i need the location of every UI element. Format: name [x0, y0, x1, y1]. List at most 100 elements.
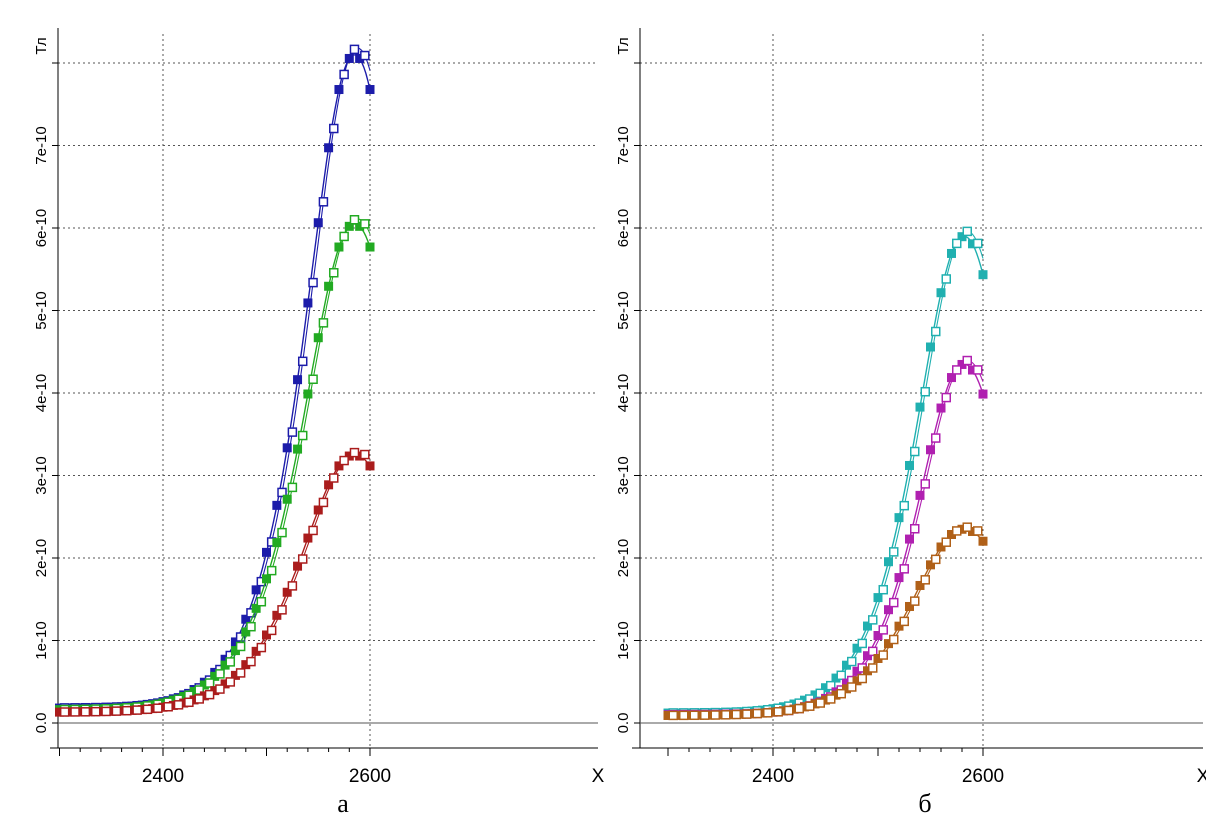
series-line	[668, 235, 984, 714]
data-point-hollow	[349, 215, 360, 225]
y-tick-label: 5e-10	[615, 291, 632, 329]
data-point-hollow	[266, 625, 277, 636]
y-tick-label: 6e-10	[33, 209, 50, 247]
data-point	[936, 542, 946, 552]
data-point-hollow	[784, 705, 794, 716]
data-point-hollow	[836, 670, 846, 681]
data-point	[926, 560, 935, 570]
y-tick-label: 6e-10	[615, 209, 632, 247]
data-point-hollow	[952, 365, 962, 375]
series	[663, 226, 988, 718]
data-point-hollow	[941, 392, 951, 403]
data-point-hollow	[297, 430, 308, 441]
data-point	[303, 389, 313, 399]
data-point	[313, 333, 323, 343]
series	[55, 447, 375, 717]
data-point	[905, 601, 914, 611]
data-point-hollow	[277, 487, 287, 498]
data-point-hollow	[122, 705, 132, 716]
data-point-hollow	[111, 706, 122, 716]
data-point-hollow	[931, 326, 941, 337]
data-point	[313, 218, 323, 228]
data-point-hollow	[215, 684, 225, 694]
data-point-hollow	[132, 705, 142, 715]
data-point	[365, 85, 375, 95]
x-tick-label: 2600	[349, 766, 391, 787]
data-point	[915, 580, 925, 590]
data-point-hollow	[920, 479, 930, 489]
data-point-hollow	[668, 710, 678, 721]
data-point	[262, 547, 271, 557]
data-point-hollow	[847, 682, 857, 692]
data-point	[272, 610, 282, 620]
data-point-hollow	[910, 596, 920, 606]
data-point-hollow	[952, 238, 962, 249]
series-line	[668, 363, 984, 716]
data-point-hollow	[59, 707, 70, 717]
data-point-hollow	[360, 219, 370, 229]
data-point-hollow	[225, 657, 236, 667]
y-axis-label: Тл	[33, 37, 50, 54]
series	[55, 215, 375, 715]
data-point-hollow	[826, 680, 836, 691]
data-point-hollow	[742, 709, 752, 719]
y-tick-label: 2e-10	[615, 539, 632, 577]
data-point-hollow	[70, 707, 80, 717]
data-point-hollow	[878, 625, 888, 635]
data-point	[894, 513, 904, 523]
data-point-hollow	[868, 663, 878, 673]
panel-caption: б	[918, 789, 931, 818]
data-point	[947, 248, 956, 258]
data-point-hollow	[899, 616, 909, 627]
x-tick-label: 2400	[142, 766, 184, 787]
data-point	[344, 53, 354, 63]
data-point-hollow	[287, 427, 298, 437]
data-point-hollow	[215, 669, 225, 679]
data-point-hollow	[794, 703, 804, 714]
panel-caption: а	[337, 789, 349, 818]
data-point	[293, 375, 303, 385]
y-tick-label: 0.0	[33, 713, 50, 734]
data-point	[905, 534, 914, 544]
data-point-hollow	[931, 433, 941, 443]
data-point	[852, 643, 862, 653]
x-tick-label: 2400	[752, 766, 794, 787]
data-point-hollow	[899, 500, 909, 511]
data-point-hollow	[235, 641, 246, 652]
data-point	[241, 627, 251, 637]
data-point-hollow	[256, 642, 267, 653]
data-point	[936, 288, 946, 298]
data-point-hollow	[731, 709, 741, 720]
data-point-hollow	[962, 355, 972, 366]
data-point-hollow	[360, 50, 370, 61]
data-point-hollow	[815, 688, 825, 699]
data-point	[978, 270, 988, 280]
data-point	[324, 143, 334, 153]
data-point	[926, 445, 935, 455]
data-point	[365, 242, 375, 252]
data-point	[313, 505, 323, 515]
data-point-hollow	[256, 596, 267, 607]
series-line-alt	[59, 47, 371, 709]
data-point	[978, 389, 988, 399]
data-point	[282, 494, 292, 504]
data-point	[241, 614, 251, 624]
y-tick-label: 3e-10	[615, 456, 632, 494]
series-line-alt	[668, 360, 984, 716]
y-tick-label: 5e-10	[33, 291, 50, 329]
data-point	[262, 574, 271, 584]
data-point-hollow	[225, 677, 236, 687]
data-point	[303, 298, 313, 308]
data-point	[884, 557, 893, 567]
data-point	[324, 480, 334, 490]
data-point-hollow	[836, 688, 846, 699]
data-point	[293, 444, 303, 454]
data-point	[957, 232, 967, 242]
data-point	[863, 621, 872, 631]
data-point	[272, 500, 282, 510]
data-point	[251, 603, 261, 613]
x-axis-label: X	[592, 766, 605, 787]
data-point-hollow	[329, 268, 339, 278]
data-point-hollow	[973, 526, 983, 536]
